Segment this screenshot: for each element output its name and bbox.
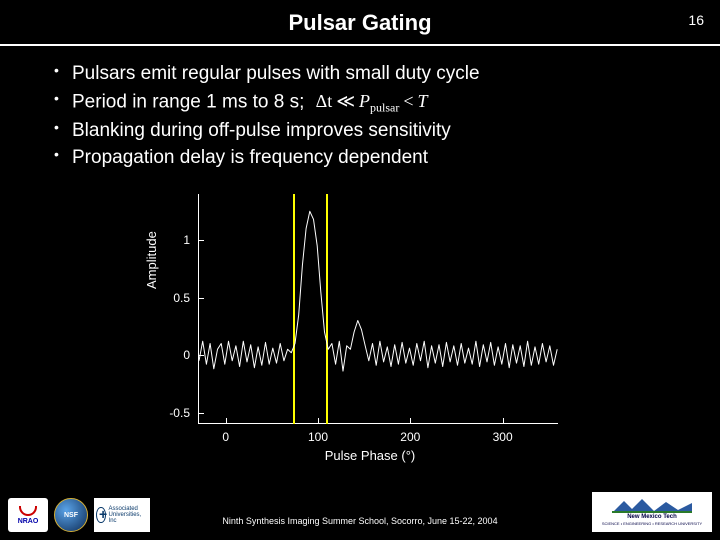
xtick-mark bbox=[318, 418, 319, 424]
eq-lhs: Δt bbox=[316, 91, 333, 111]
nrao-logo-text: NRAO bbox=[18, 518, 39, 525]
xtick-mark bbox=[503, 418, 504, 424]
xtick-label: 200 bbox=[395, 430, 425, 444]
ytick-label: -0.5 bbox=[150, 406, 190, 420]
ytick-label: 1 bbox=[150, 233, 190, 247]
bullet-text: Blanking during off-pulse improves sensi… bbox=[72, 120, 451, 141]
pulse-profile-chart: Amplitude Pulse Phase (°) -0.500.51 0100… bbox=[150, 184, 590, 472]
title-bar: Pulsar Gating bbox=[0, 0, 720, 36]
footer: Ninth Synthesis Imaging Summer School, S… bbox=[0, 486, 720, 536]
xtick-mark bbox=[410, 418, 411, 424]
chart-xlabel: Pulse Phase (°) bbox=[150, 448, 590, 463]
eq-rhs: T bbox=[418, 91, 428, 111]
xtick-label: 300 bbox=[488, 430, 518, 444]
eq-op2: < bbox=[399, 91, 417, 111]
nsf-logo-text: NSF bbox=[64, 512, 78, 519]
chart-line-series bbox=[199, 194, 559, 424]
aui-logo-text: Associated Universities, Inc bbox=[109, 506, 148, 525]
bullet-item: Blanking during off-pulse improves sensi… bbox=[50, 117, 690, 145]
xtick-mark bbox=[226, 418, 227, 424]
chart-plot-area bbox=[198, 194, 558, 424]
ytick-label: 0 bbox=[150, 348, 190, 362]
title-divider bbox=[0, 44, 720, 46]
bullet-item: Propagation delay is frequency dependent bbox=[50, 144, 690, 172]
nrao-logo: NRAO bbox=[8, 498, 48, 532]
bullet-item: Period in range 1 ms to 8 s; Δt≪Ppulsar<… bbox=[50, 88, 690, 117]
eq-mid-var: P bbox=[359, 91, 370, 111]
nmt-logo: New Mexico Tech SCIENCE • ENGINEERING • … bbox=[592, 492, 712, 532]
aui-logo: Associated Universities, Inc bbox=[94, 498, 150, 532]
bullet-text: Period in range 1 ms to 8 s; bbox=[72, 91, 304, 112]
ytick-mark bbox=[198, 298, 204, 299]
nsf-logo: NSF bbox=[54, 498, 88, 532]
xtick-label: 100 bbox=[303, 430, 333, 444]
ytick-label: 0.5 bbox=[150, 291, 190, 305]
xtick-label: 0 bbox=[211, 430, 241, 444]
slide-title: Pulsar Gating bbox=[288, 10, 431, 35]
bullet-item: Pulsars emit regular pulses with small d… bbox=[50, 60, 690, 88]
inline-equation: Δt≪Ppulsar<T bbox=[316, 88, 428, 117]
bullet-text: Pulsars emit regular pulses with small d… bbox=[72, 63, 480, 84]
bullet-list: Pulsars emit regular pulses with small d… bbox=[50, 60, 690, 172]
eq-mid-sub: pulsar bbox=[370, 100, 399, 114]
nmt-logo-subtext: SCIENCE • ENGINEERING • RESEARCH UNIVERS… bbox=[602, 521, 702, 526]
nmt-logo-text: New Mexico Tech bbox=[627, 514, 677, 520]
ytick-mark bbox=[198, 355, 204, 356]
bullet-text: Propagation delay is frequency dependent bbox=[72, 147, 428, 168]
page-number: 16 bbox=[688, 12, 704, 28]
eq-op1: ≪ bbox=[332, 91, 359, 111]
ytick-mark bbox=[198, 413, 204, 414]
ytick-mark bbox=[198, 240, 204, 241]
slide: Pulsar Gating 16 Pulsars emit regular pu… bbox=[0, 0, 720, 540]
